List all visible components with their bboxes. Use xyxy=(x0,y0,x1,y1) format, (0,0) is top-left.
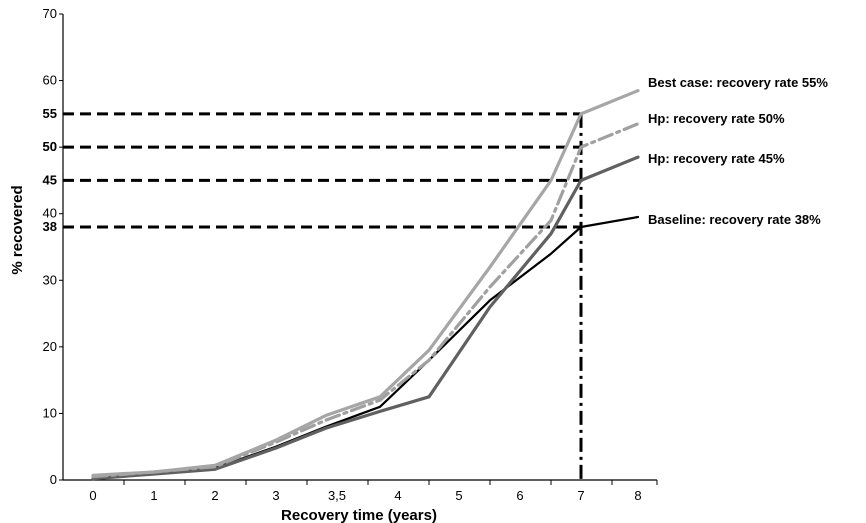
x-tick-label: 2 xyxy=(211,488,218,503)
x-tick-label: 3 xyxy=(272,488,279,503)
y-tick-label: 0 xyxy=(50,472,57,487)
x-tick-label: 6 xyxy=(516,488,523,503)
x-tick-label: 0 xyxy=(89,488,96,503)
series-line xyxy=(91,155,640,481)
series-label: Best case: recovery rate 55% xyxy=(648,75,828,90)
x-tick-label: 8 xyxy=(634,488,641,503)
series-lines xyxy=(91,89,640,481)
x-tick-label: 7 xyxy=(577,488,584,503)
y-axis-title: % recovered xyxy=(9,185,26,274)
series-line xyxy=(91,122,640,479)
x-tick-label: 4 xyxy=(394,488,401,503)
reference-lines xyxy=(63,112,583,480)
series-labels: Baseline: recovery rate 38% Hp: recovery … xyxy=(648,75,828,227)
y-tick-label-highlight: 45 xyxy=(43,172,57,187)
series-label: Baseline: recovery rate 38% xyxy=(648,212,821,227)
x-tick-label: 3,5 xyxy=(328,488,346,503)
y-tick-label: 40 xyxy=(43,206,57,221)
x-axis-title: Recovery time (years) xyxy=(281,507,437,523)
series-line xyxy=(91,215,640,478)
series-label: Hp: recovery rate 45% xyxy=(648,151,785,166)
series-line xyxy=(91,89,640,477)
y-tick-label: 60 xyxy=(43,73,57,88)
y-tick-label: 70 xyxy=(43,6,57,21)
y-tick-label-highlight: 55 xyxy=(43,106,57,121)
y-tick-label: 50 xyxy=(43,139,57,154)
y-tick-label: 30 xyxy=(43,272,57,287)
y-tick-label: 10 xyxy=(43,405,57,420)
y-tick-label: 20 xyxy=(43,339,57,354)
y-tick-label-highlight: 38 xyxy=(43,219,57,234)
x-axis-ticks: 0 1 2 3 3,5 4 5 6 7 8 xyxy=(89,480,658,503)
y-tick-label-highlight: 50 xyxy=(43,139,57,154)
x-tick-label: 1 xyxy=(150,488,157,503)
series-label: Hp: recovery rate 50% xyxy=(648,111,785,126)
x-tick-label: 5 xyxy=(455,488,462,503)
